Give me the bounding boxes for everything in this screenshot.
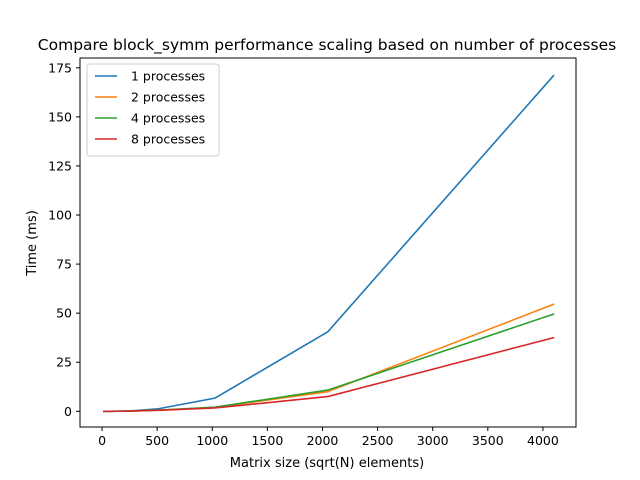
legend-label: 1 processes — [131, 69, 205, 84]
legend-box — [86, 63, 220, 157]
x-tick-label: 2500 — [362, 433, 394, 448]
x-tick-label: 2000 — [307, 433, 339, 448]
x-tick-label: 1500 — [251, 433, 283, 448]
x-axis: 0 500 1000 1500 2000 2500 3000 3500 4000 — [98, 427, 559, 448]
y-tick-label: 25 — [56, 355, 72, 370]
y-tick-label: 0 — [64, 404, 72, 419]
series-lines — [103, 74, 555, 413]
x-tick-label: 4000 — [527, 433, 559, 448]
chart-title: Compare block_symm performance scaling b… — [38, 36, 616, 55]
series-line-8-processes — [103, 336, 555, 413]
x-tick-label: 3000 — [417, 433, 449, 448]
x-axis-label: Matrix size (sqrt(N) elements) — [230, 456, 424, 471]
series-line-2-processes — [103, 303, 555, 413]
y-tick-label: 100 — [48, 208, 72, 223]
y-tick-label: 50 — [56, 306, 72, 321]
legend-label: 8 processes — [131, 132, 205, 147]
plot-frame — [79, 57, 577, 428]
legend-label: 4 processes — [131, 111, 205, 126]
x-tick-label: 500 — [145, 433, 169, 448]
x-tick-label: 0 — [98, 433, 106, 448]
legend: 1 processes 2 processes 4 processes 8 proce… — [86, 63, 220, 157]
y-tick-label: 75 — [56, 257, 72, 272]
y-tick-label: 150 — [48, 109, 72, 124]
y-tick-label: 125 — [48, 158, 72, 173]
y-tick-label: 175 — [48, 60, 72, 75]
x-tick-label: 1000 — [196, 433, 228, 448]
legend-label: 2 processes — [131, 90, 205, 105]
x-tick-label: 3500 — [472, 433, 504, 448]
y-axis-label: Time (ms) — [25, 210, 40, 277]
y-axis: 0 25 50 75 100 125 150 175 — [48, 60, 80, 419]
